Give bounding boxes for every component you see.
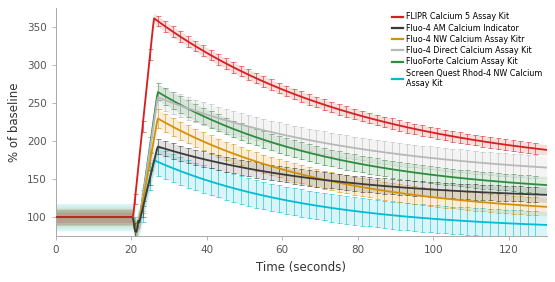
- Legend: FLIPR Calcium 5 Assay Kit, Fluo-4 AM Calcium Indicator, Fluo-4 NW Calcium Assay : FLIPR Calcium 5 Assay Kit, Fluo-4 AM Cal…: [392, 12, 543, 88]
- Y-axis label: % of baseline: % of baseline: [8, 82, 21, 162]
- X-axis label: Time (seconds): Time (seconds): [256, 261, 346, 274]
